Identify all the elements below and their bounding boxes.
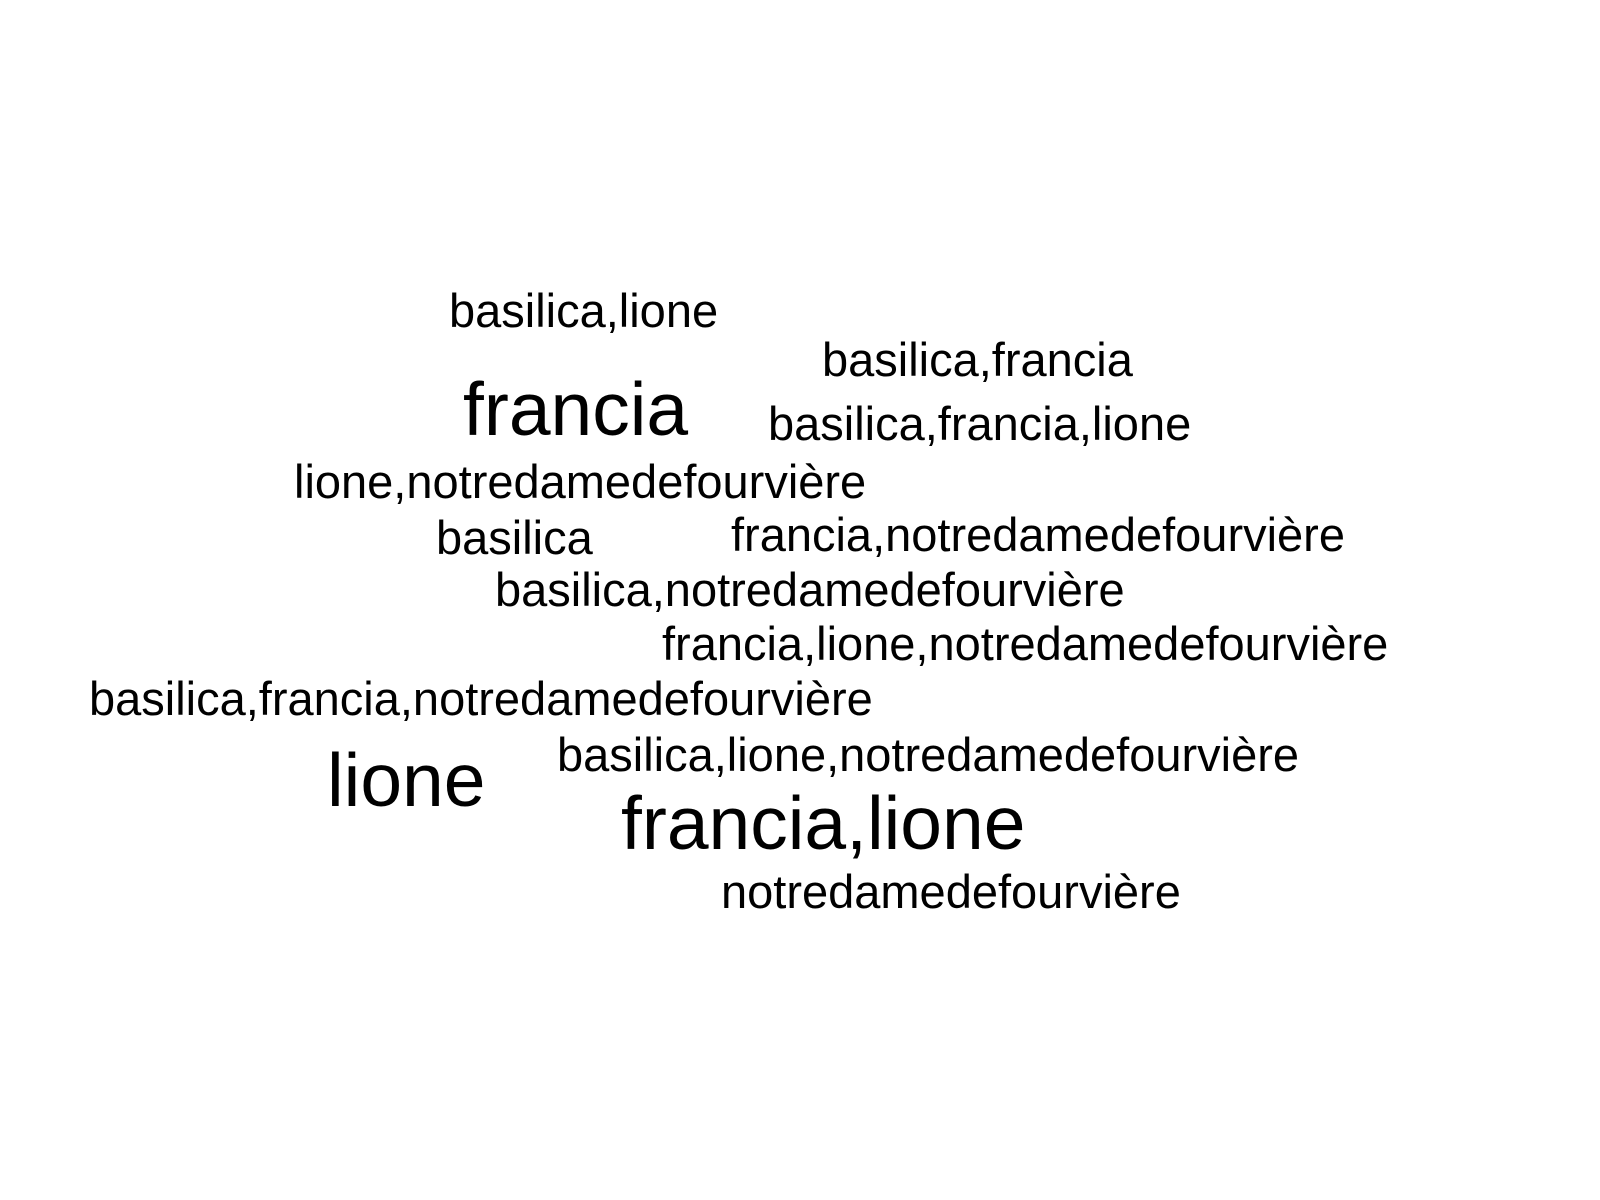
word-notredamedefourviere: notredamedefourvière [721,865,1181,918]
word-francia-lione: francia,lione [621,781,1026,865]
word-lione-notredamedefourviere: lione,notredamedefourvière [294,455,867,508]
word-francia-lione-notredamedefourviere: francia,lione,notredamedefourvière [662,617,1389,670]
word-basilica-lione: basilica,lione [449,284,719,337]
word-francia: francia [463,367,689,451]
word-basilica-francia-notredamedefourviere: basilica,francia,notredamedefourvière [89,672,873,725]
word-basilica-notredamedefourviere: basilica,notredamedefourvière [495,563,1125,616]
word-francia-notredamedefourviere: francia,notredamedefourvière [731,508,1345,561]
word-basilica-francia-lione: basilica,francia,lione [768,397,1192,450]
word-basilica-lione-notredamedefourviere: basilica,lione,notredamedefourvière [557,728,1299,781]
word-basilica: basilica [436,511,593,564]
word-basilica-francia: basilica,francia [822,333,1133,386]
word-lione: lione [327,738,486,822]
